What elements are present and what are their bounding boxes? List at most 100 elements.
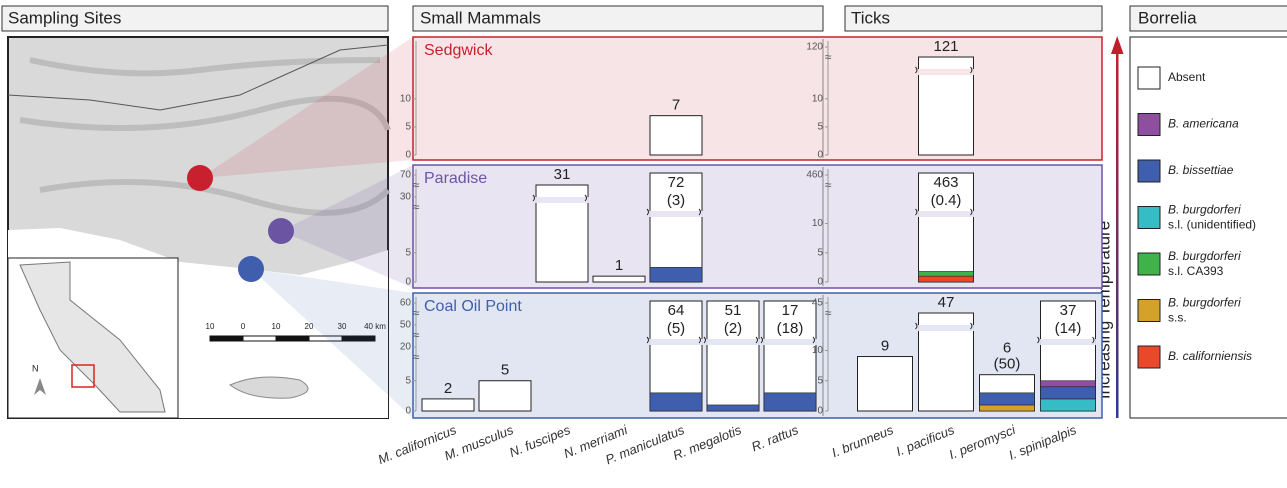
y-tick-label: 120	[806, 42, 823, 53]
y-tick-label: 60	[400, 298, 412, 309]
y-tick-label: 460	[806, 170, 823, 181]
y-tick-label: 0	[817, 277, 823, 288]
species-label: R. rattus	[749, 422, 801, 454]
axis-break: ≈	[413, 178, 420, 192]
legend-swatch	[1138, 114, 1160, 136]
scale-label: 10	[272, 322, 281, 331]
species-label: I. brunneus	[829, 422, 895, 460]
count-label: 7	[672, 97, 680, 114]
bar-break	[917, 69, 976, 75]
infection-segment	[1041, 381, 1096, 387]
prevalence-label: (14)	[1055, 320, 1082, 337]
infection-segment	[1041, 387, 1096, 399]
species-label: I. spinipalpis	[1006, 422, 1078, 463]
legend-swatch	[1138, 300, 1160, 322]
y-tick-label: 5	[405, 375, 411, 386]
legend-label: B. burgdorferi	[1168, 203, 1241, 217]
site-name: Paradise	[424, 170, 487, 187]
infection-segment	[919, 276, 974, 282]
y-tick-label: 0	[405, 277, 411, 288]
legend-label: B. burgdorferi	[1168, 296, 1241, 310]
site-name: Coal Oil Point	[424, 298, 522, 315]
y-tick-label: 45	[812, 298, 824, 309]
y-tick-label: 0	[817, 150, 823, 161]
axis-break: ≈	[413, 328, 420, 342]
bar	[858, 357, 913, 411]
bar	[650, 116, 702, 155]
legend-swatch	[1138, 346, 1160, 368]
bar-break	[648, 211, 704, 217]
infection-segment	[650, 267, 702, 282]
species-label: N. fuscipes	[507, 422, 573, 460]
scale-label: 0	[241, 322, 246, 331]
count-label: 37	[1060, 302, 1077, 319]
scale-label: 10	[206, 322, 215, 331]
bar-break	[534, 197, 590, 203]
arrow-head	[1111, 36, 1124, 54]
legend-swatch	[1138, 67, 1160, 89]
legend-label: B. americana	[1168, 117, 1239, 131]
count-label: 17	[782, 302, 799, 319]
temperature-arrow	[1116, 50, 1119, 418]
site-panel	[413, 165, 1102, 288]
count-label: 47	[938, 294, 955, 311]
count-label: 64	[668, 302, 685, 319]
bar	[479, 381, 531, 411]
y-tick-label: 50	[400, 320, 412, 331]
y-tick-label: 0	[405, 406, 411, 417]
y-tick-label: 10	[400, 93, 412, 104]
figure: Sampling Sites Small Mammals Ticks Borre…	[0, 0, 1287, 488]
scale-seg	[210, 336, 243, 341]
legend-note: s.l. CA393	[1168, 264, 1224, 278]
scale-seg	[243, 336, 276, 341]
axis-break: ≈	[413, 200, 420, 214]
count-label: 1	[615, 257, 623, 274]
legend-swatch	[1138, 160, 1160, 182]
infection-segment	[707, 405, 759, 411]
y-tick-label: 0	[817, 406, 823, 417]
y-tick-label: 30	[400, 192, 412, 203]
y-tick-label: 70	[400, 170, 412, 181]
infection-segment	[919, 271, 974, 276]
legend-note: s.s.	[1168, 311, 1187, 325]
legend-label: Absent	[1168, 70, 1206, 84]
axis-break: ≈	[413, 306, 420, 320]
bar-break	[1039, 339, 1098, 345]
header: Small Mammals	[420, 8, 541, 27]
bar-break	[648, 339, 704, 345]
north-label: N	[32, 363, 39, 373]
y-tick-label: 5	[405, 247, 411, 258]
infection-segment	[1041, 399, 1096, 411]
count-label: 51	[725, 302, 742, 319]
bar-break	[762, 339, 818, 345]
count-label: 72	[668, 174, 685, 191]
header: Ticks	[851, 8, 890, 27]
prevalence-label: (3)	[667, 192, 685, 209]
bar	[593, 276, 645, 282]
y-tick-label: 20	[400, 342, 412, 353]
legend-label: B. burgdorferi	[1168, 249, 1241, 263]
legend-swatch	[1138, 253, 1160, 275]
count-label: 121	[933, 38, 958, 55]
count-label: 463	[933, 174, 958, 191]
legend-label: B. californiensis	[1168, 349, 1252, 363]
y-tick-label: 10	[812, 218, 824, 229]
y-tick-label: 5	[405, 122, 411, 133]
bar-break	[705, 339, 761, 345]
axis-break: ≈	[413, 350, 420, 364]
y-tick-label: 5	[817, 122, 823, 133]
prevalence-label: (50)	[994, 356, 1021, 373]
site-name: Sedgwick	[424, 42, 493, 59]
count-label: 6	[1003, 340, 1011, 357]
y-tick-label: 0	[405, 150, 411, 161]
axis-break: ≈	[825, 306, 832, 320]
count-label: 9	[881, 338, 889, 355]
bar	[422, 399, 474, 411]
axis-break: ≈	[825, 50, 832, 64]
prevalence-label: (5)	[667, 320, 685, 337]
infection-segment	[650, 393, 702, 411]
site-panel	[413, 37, 1102, 160]
scale-seg	[276, 336, 309, 341]
infection-segment	[764, 393, 816, 411]
